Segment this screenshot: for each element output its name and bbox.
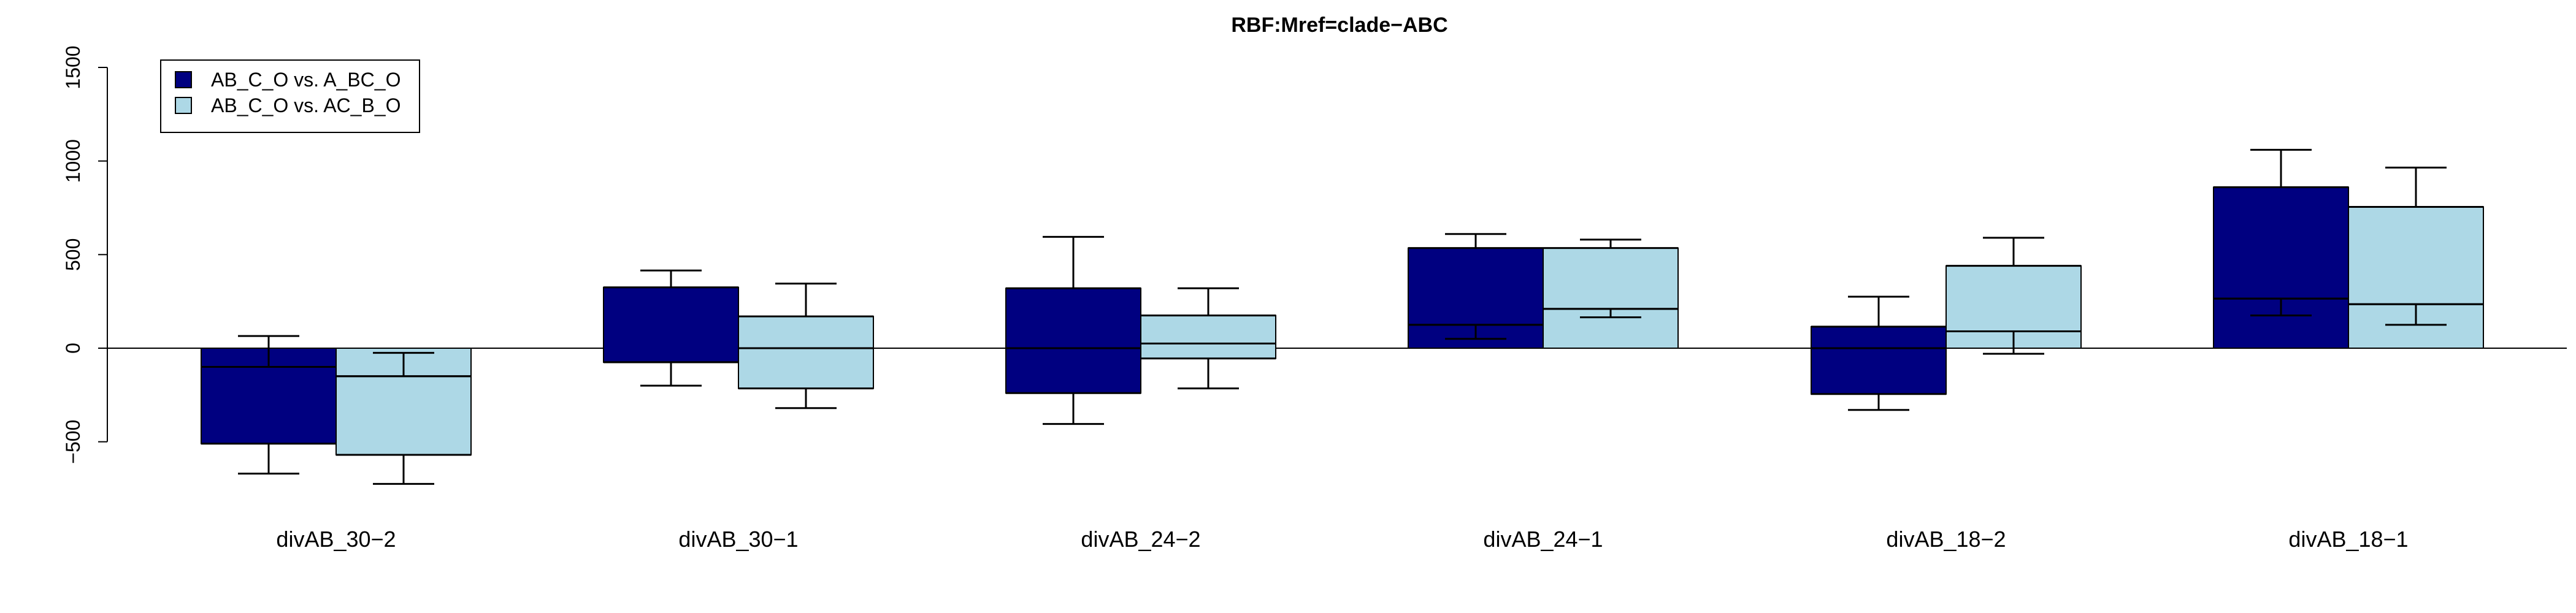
bar xyxy=(1811,326,1947,395)
legend-swatch xyxy=(175,71,192,88)
y-tick-label: 0 xyxy=(62,343,84,354)
legend-box xyxy=(160,59,420,133)
bar-group xyxy=(201,335,337,475)
legend: AB_C_O vs. A_BC_O AB_C_O vs. AC_B_O xyxy=(160,59,420,133)
y-tick-label: 1000 xyxy=(62,139,84,183)
plot-area xyxy=(107,148,2567,485)
category-label: divAB_24−2 xyxy=(1081,527,1200,552)
bar-group xyxy=(2213,148,2349,349)
category-label: divAB_30−2 xyxy=(276,527,396,552)
legend-swatch xyxy=(175,97,192,114)
bar-group xyxy=(1945,237,2082,355)
x-axis-labels: divAB_30−2 divAB_30−1 divAB_24−2 divAB_24−1… xyxy=(276,527,2408,552)
y-axis: −500 0 500 1000 1500 xyxy=(62,45,108,464)
bar-group xyxy=(1408,233,1544,349)
y-tick-label: 500 xyxy=(62,238,84,271)
bar xyxy=(738,316,874,389)
category-label: divAB_18−2 xyxy=(1886,527,2006,552)
bar-group xyxy=(1140,287,1276,390)
bar-group xyxy=(603,269,739,387)
bar xyxy=(1543,247,1679,349)
bar xyxy=(2348,206,2484,349)
bar-group xyxy=(738,283,874,409)
legend-label: AB_C_O vs. AC_B_O xyxy=(211,94,401,116)
bar xyxy=(603,286,739,363)
category-label: divAB_18−1 xyxy=(2288,527,2408,552)
category-label: divAB_24−1 xyxy=(1483,527,1603,552)
y-tick-label: −500 xyxy=(62,420,84,464)
legend-label: AB_C_O vs. A_BC_O xyxy=(211,69,401,91)
bar xyxy=(1005,287,1141,394)
bar-group xyxy=(1543,238,1679,349)
bar-group xyxy=(1811,295,1947,411)
y-tick-label: 1500 xyxy=(62,45,84,89)
bar xyxy=(2213,186,2349,349)
bar-group xyxy=(335,348,472,485)
bar-group xyxy=(2348,166,2484,349)
chart-title: RBF:Mref=clade−ABC xyxy=(1231,13,1447,37)
category-label: divAB_30−1 xyxy=(678,527,798,552)
bar xyxy=(1140,314,1276,359)
bar-group xyxy=(1005,235,1141,425)
